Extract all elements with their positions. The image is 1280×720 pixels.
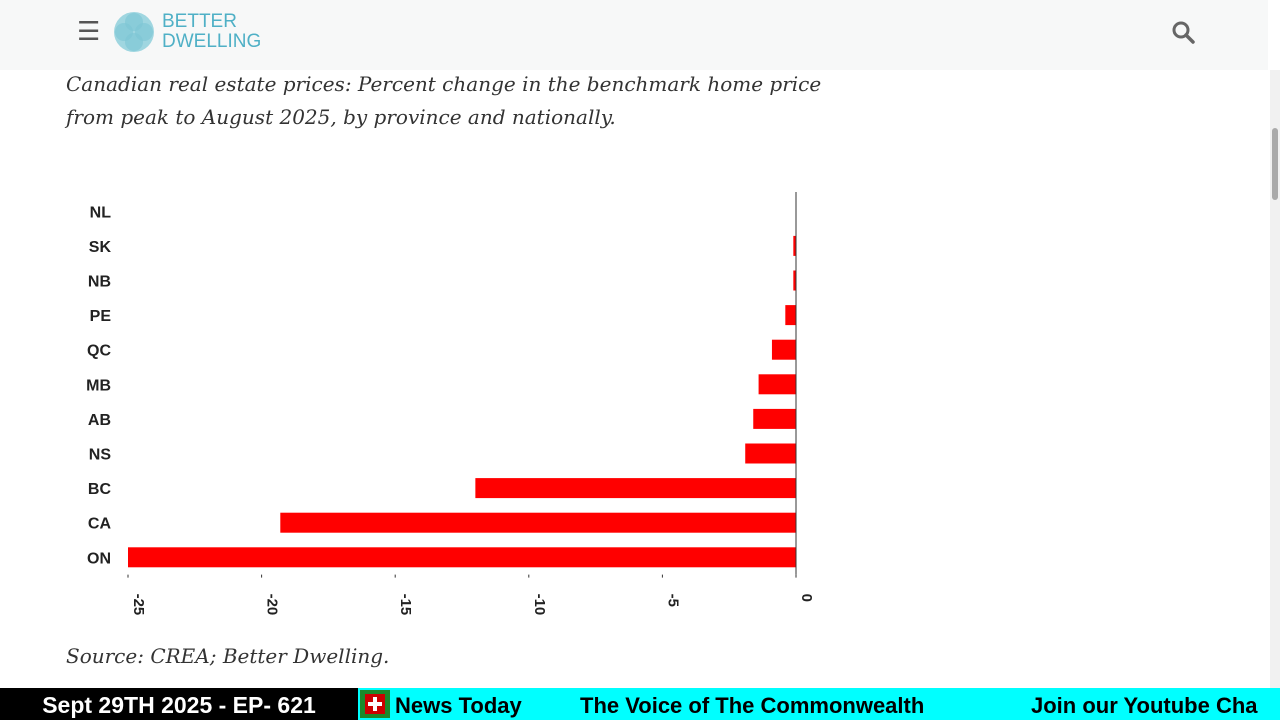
chart-caption: Canadian real estate prices: Percent cha… bbox=[66, 72, 822, 129]
bar bbox=[475, 478, 796, 499]
bar bbox=[280, 512, 797, 533]
bar bbox=[793, 235, 796, 256]
y-tick-label: BC bbox=[88, 481, 112, 498]
ticker-item: Join our Youtube Cha bbox=[1031, 693, 1258, 718]
x-tick-label: -25 bbox=[130, 594, 147, 616]
bar bbox=[128, 547, 796, 568]
x-tick-label: 0 bbox=[798, 594, 815, 602]
y-tick-label: NL bbox=[90, 204, 112, 221]
scrollbar[interactable] bbox=[1270, 70, 1280, 690]
logo-text[interactable]: BETTER DWELLING bbox=[162, 12, 261, 52]
bar bbox=[745, 443, 796, 464]
ticker-item: News Today bbox=[395, 693, 522, 718]
ticker-episode: Sept 29TH 2025 - EP- 621 bbox=[0, 688, 358, 720]
search-button[interactable] bbox=[1172, 21, 1196, 45]
source-note: Source: CREA; Better Dwelling. bbox=[66, 644, 390, 668]
y-tick-label: NB bbox=[88, 274, 111, 291]
logo-icon[interactable] bbox=[112, 10, 156, 54]
y-tick-label: AB bbox=[88, 412, 111, 429]
x-tick-label: -10 bbox=[531, 594, 548, 616]
y-tick-label: MB bbox=[86, 377, 111, 394]
y-tick-label: NS bbox=[89, 447, 112, 464]
bar bbox=[793, 270, 796, 291]
y-tick-label: SK bbox=[89, 239, 112, 256]
x-tick-label: -5 bbox=[664, 594, 681, 607]
header-bar bbox=[0, 0, 1268, 70]
y-tick-label: QC bbox=[87, 343, 111, 360]
x-tick-label: -20 bbox=[264, 594, 281, 616]
x-tick-label: -15 bbox=[397, 594, 414, 616]
y-tick-label: ON bbox=[87, 550, 111, 567]
menu-button[interactable]: ☰ bbox=[77, 16, 101, 46]
logo-line: DWELLING bbox=[162, 31, 262, 52]
y-tick-label: CA bbox=[88, 516, 112, 533]
y-tick-label: PE bbox=[90, 308, 112, 325]
bar bbox=[753, 408, 796, 429]
bar bbox=[785, 305, 796, 326]
ticker-item: The Voice of The Commonwealth bbox=[580, 693, 925, 718]
bar bbox=[771, 339, 796, 360]
logo-line: BETTER bbox=[162, 11, 237, 32]
bar bbox=[758, 374, 796, 395]
ticker-icon bbox=[360, 690, 390, 718]
